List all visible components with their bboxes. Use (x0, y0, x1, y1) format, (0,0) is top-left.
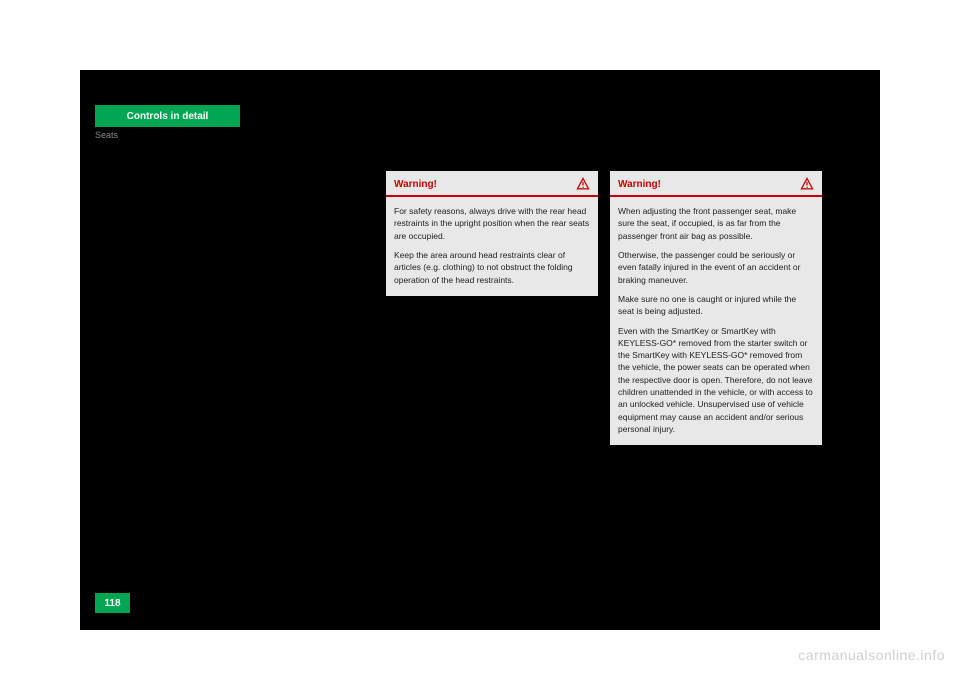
warning-body: For safety reasons, always drive with th… (386, 197, 598, 296)
warning-triangle-icon (800, 177, 814, 191)
section-header: Controls in detail (95, 105, 240, 127)
warning-text: Keep the area around head restraints cle… (394, 249, 590, 286)
warning-triangle-icon (576, 177, 590, 191)
warning-header: Warning! (610, 171, 822, 197)
warning-text: Otherwise, the passenger could be seriou… (618, 249, 814, 286)
section-header-text: Controls in detail (127, 111, 209, 122)
page-number-text: 118 (104, 598, 120, 609)
section-subheader: Seats (95, 130, 118, 140)
warning-text: Make sure no one is caught or injured wh… (618, 293, 814, 318)
warning-box-1: Warning! For safety reasons, always driv… (386, 170, 598, 296)
warning-text: When adjusting the front passenger seat,… (618, 205, 814, 242)
warning-body: When adjusting the front passenger seat,… (610, 197, 822, 445)
watermark: carmanualsonline.info (798, 647, 945, 663)
warning-header: Warning! (386, 171, 598, 197)
warning-text: For safety reasons, always drive with th… (394, 205, 590, 242)
warning-title: Warning! (394, 179, 437, 190)
warning-box-2: Warning! When adjusting the front passen… (610, 170, 822, 445)
page-number: 118 (95, 593, 130, 613)
warning-text: Even with the SmartKey or SmartKey with … (618, 325, 814, 436)
warning-title: Warning! (618, 179, 661, 190)
